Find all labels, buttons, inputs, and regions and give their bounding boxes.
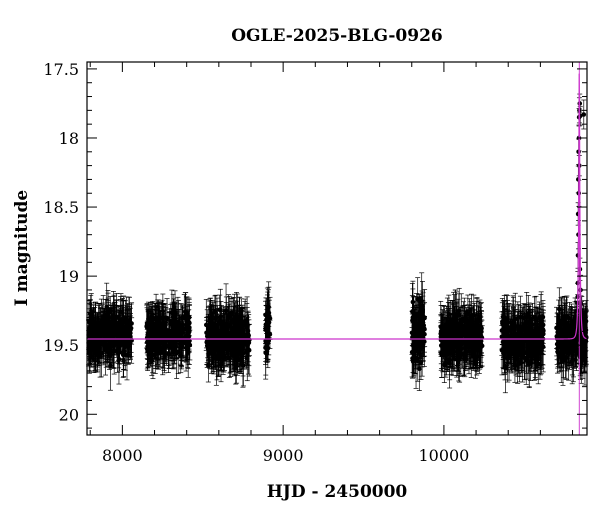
y-tick-label: 18 bbox=[59, 129, 79, 148]
data-point bbox=[107, 307, 113, 351]
data-point bbox=[169, 308, 175, 342]
data-point bbox=[153, 307, 159, 354]
x-tick-label: 10000 bbox=[418, 446, 469, 465]
plot-frame bbox=[86, 61, 588, 436]
y-tick-label: 20 bbox=[59, 405, 79, 424]
data-point bbox=[178, 323, 184, 365]
model-layer bbox=[87, 62, 588, 435]
y-tick-label: 18.5 bbox=[43, 198, 79, 217]
data-point bbox=[120, 328, 126, 360]
data-point bbox=[98, 328, 104, 378]
axis-ticks bbox=[87, 62, 587, 435]
data-point bbox=[92, 307, 98, 356]
model-curve bbox=[87, 73, 588, 340]
data-point bbox=[100, 314, 106, 343]
y-axis-title: I magnitude bbox=[12, 190, 32, 307]
data-point bbox=[111, 310, 117, 342]
x-tick-label: 9000 bbox=[263, 446, 304, 465]
data-point bbox=[117, 311, 123, 341]
chart-title: OGLE-2025-BLG-0926 bbox=[231, 26, 443, 46]
data-point bbox=[147, 304, 153, 338]
data-point bbox=[185, 310, 191, 349]
data-point bbox=[124, 329, 130, 381]
y-tick-label: 19.5 bbox=[43, 336, 79, 355]
x-tick-label: 8000 bbox=[102, 446, 143, 465]
data-point bbox=[171, 304, 177, 355]
data-point bbox=[160, 310, 166, 361]
data-layer bbox=[86, 93, 589, 394]
x-axis-title: HJD - 2450000 bbox=[267, 482, 408, 502]
axis-tick-labels: 8000 9000 10000 17.5 18 18.5 19 19.5 20 bbox=[43, 60, 469, 465]
data-point bbox=[126, 307, 132, 341]
data-point bbox=[171, 318, 177, 361]
y-tick-label: 17.5 bbox=[43, 60, 79, 79]
y-tick-label: 19 bbox=[59, 267, 79, 286]
